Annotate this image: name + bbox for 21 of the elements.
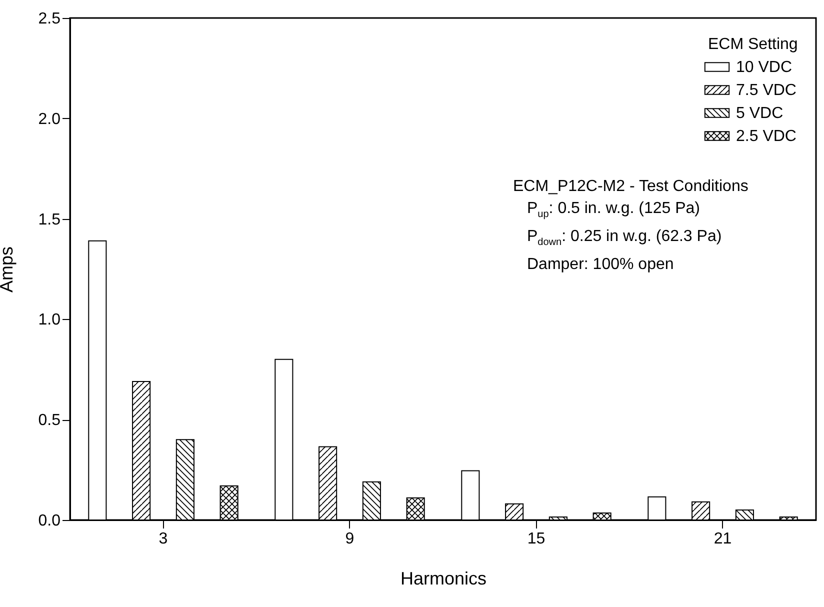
legend-label: 5 VDC <box>736 105 784 122</box>
legend-title: ECM Setting <box>708 36 798 53</box>
annotation: P$_{up}$: 0.5 in. w.g. (125 Pa) <box>526 199 701 222</box>
annotation: Damper: 100% open <box>526 255 675 276</box>
legend-label: 10 VDC <box>736 59 792 76</box>
y-tick-label: 1.0 <box>38 312 61 329</box>
y-tick-label: 1.5 <box>38 211 61 228</box>
legend-label: 2.5 VDC <box>736 128 796 145</box>
x-axis-title: Harmonics <box>400 568 487 588</box>
y-axis-title: Amps <box>0 246 16 293</box>
y-tick-label: 2.0 <box>38 110 61 128</box>
legend-label: 7.5 VDC <box>736 82 796 99</box>
y-tick-label: 0.5 <box>38 412 61 430</box>
y-tick-label: 0.0 <box>38 512 61 530</box>
x-tick-label: 9 <box>345 530 354 548</box>
x-tick-label: 21 <box>714 530 732 548</box>
annotation: P$_{down}$: 0.25 in w.g. (62.3 Pa) <box>526 227 723 250</box>
x-tick-label: 15 <box>527 530 546 548</box>
x-tick-label: 3 <box>158 530 168 548</box>
annotation: ECM_P12C-M2 - Test Conditions <box>513 177 748 197</box>
y-tick-label: 2.5 <box>38 10 61 28</box>
